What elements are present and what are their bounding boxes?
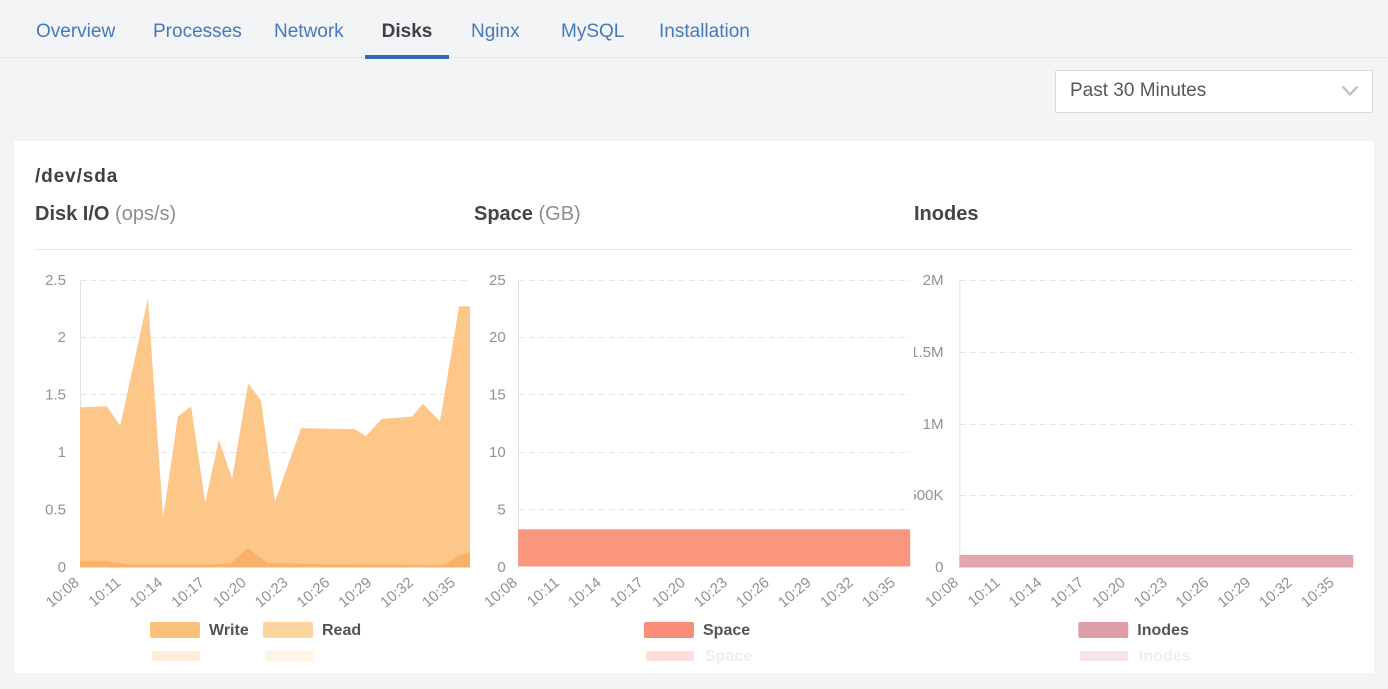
- svg-text:10:26: 10:26: [294, 574, 334, 611]
- svg-text:1.5M: 1.5M: [914, 344, 944, 361]
- svg-text:0.5: 0.5: [45, 502, 66, 519]
- svg-text:10:32: 10:32: [377, 574, 417, 611]
- svg-text:Read: Read: [322, 622, 361, 639]
- svg-text:2.5: 2.5: [45, 272, 66, 289]
- svg-text:Inodes: Inodes: [1139, 648, 1191, 665]
- svg-text:1M: 1M: [922, 416, 943, 433]
- svg-text:500K: 500K: [914, 487, 944, 504]
- svg-text:10:08: 10:08: [922, 574, 962, 611]
- svg-text:0: 0: [498, 559, 506, 576]
- svg-text:Inodes: Inodes: [1137, 622, 1189, 639]
- svg-text:10:14: 10:14: [1005, 574, 1045, 611]
- svg-text:10:11: 10:11: [964, 574, 1003, 610]
- svg-text:10:17: 10:17: [607, 574, 647, 611]
- svg-text:10:20: 10:20: [649, 574, 689, 611]
- svg-text:10:29: 10:29: [1214, 574, 1254, 611]
- svg-text:10:26: 10:26: [733, 574, 773, 611]
- svg-text:10:32: 10:32: [1256, 574, 1296, 611]
- svg-text:0: 0: [935, 559, 943, 576]
- svg-text:1: 1: [58, 444, 66, 461]
- svg-text:10:20: 10:20: [210, 574, 250, 611]
- svg-text:10:32: 10:32: [817, 574, 857, 611]
- svg-text:10:17: 10:17: [1047, 574, 1087, 611]
- svg-text:10:29: 10:29: [335, 574, 375, 611]
- svg-text:10:14: 10:14: [126, 574, 166, 611]
- svg-text:2M: 2M: [922, 272, 943, 289]
- svg-text:10:35: 10:35: [419, 574, 459, 611]
- svg-text:Write: Write: [209, 622, 249, 639]
- svg-text:10:11: 10:11: [86, 574, 125, 610]
- svg-text:10:17: 10:17: [168, 574, 208, 611]
- svg-text:2: 2: [58, 329, 66, 346]
- svg-text:25: 25: [489, 272, 506, 289]
- svg-text:10:29: 10:29: [775, 574, 815, 611]
- svg-text:1.5: 1.5: [45, 387, 66, 404]
- svg-text:10:14: 10:14: [565, 574, 605, 611]
- svg-text:5: 5: [498, 502, 506, 519]
- svg-text:10:20: 10:20: [1089, 574, 1129, 611]
- svg-text:10:23: 10:23: [691, 574, 731, 611]
- svg-text:0: 0: [58, 559, 66, 576]
- svg-text:Space: Space: [705, 648, 752, 665]
- svg-text:10:23: 10:23: [1131, 574, 1171, 611]
- svg-text:20: 20: [489, 329, 506, 346]
- svg-text:10:11: 10:11: [524, 574, 563, 610]
- svg-text:10:35: 10:35: [859, 574, 899, 611]
- svg-text:10:08: 10:08: [43, 574, 83, 611]
- svg-text:10:08: 10:08: [481, 574, 521, 611]
- svg-text:10:35: 10:35: [1298, 574, 1338, 611]
- svg-text:10: 10: [489, 444, 506, 461]
- svg-text:10:26: 10:26: [1172, 574, 1212, 611]
- svg-text:15: 15: [489, 387, 506, 404]
- svg-text:10:23: 10:23: [252, 574, 292, 611]
- svg-text:Space: Space: [703, 622, 750, 639]
